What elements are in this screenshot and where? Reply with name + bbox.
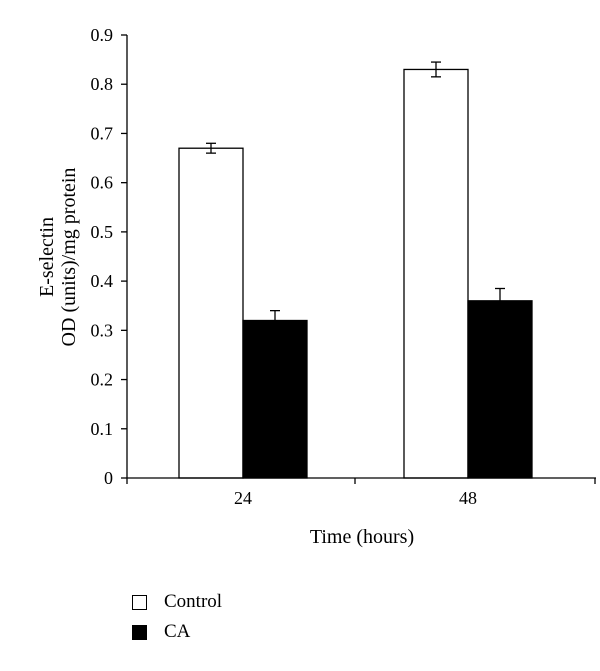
y-axis-label-line-1: E-selectin xyxy=(36,217,58,297)
legend-item-control: Control xyxy=(132,587,222,617)
legend-swatch-control xyxy=(132,594,147,610)
legend-item-ca: CA xyxy=(132,617,222,647)
y-tick-label: 0.8 xyxy=(91,74,114,94)
y-tick-label: 0.5 xyxy=(91,222,114,242)
x-tick-label: 48 xyxy=(459,488,477,508)
bar-control-48 xyxy=(403,68,469,479)
legend-label-control: Control xyxy=(164,591,223,612)
bar-ca-24 xyxy=(242,319,308,479)
y-tick-label: 0.3 xyxy=(91,320,114,340)
bar-control-24 xyxy=(178,147,244,479)
bars xyxy=(178,68,533,479)
y-tick-label: 0.2 xyxy=(91,370,114,390)
y-axis-ticks: 0 0.1 0.2 0.3 0.4 0.5 0.6 0.7 0.8 0.9 xyxy=(91,25,127,488)
x-axis-ticks: 24 48 xyxy=(126,478,596,508)
bar-ca-48 xyxy=(467,300,533,479)
error-bars xyxy=(206,61,505,331)
y-tick-label: 0.6 xyxy=(91,173,114,193)
legend: Control CA xyxy=(132,587,222,647)
y-axis-label-line-2: OD (units)/mg protein xyxy=(58,168,80,347)
y-tick-label: 0.9 xyxy=(91,25,114,45)
y-tick-label: 0.1 xyxy=(91,419,114,439)
legend-swatch-ca xyxy=(132,624,147,640)
y-tick-label: 0.7 xyxy=(91,123,114,143)
x-axis-label: Time (hours) xyxy=(310,526,414,548)
y-tick-label: 0 xyxy=(104,468,113,488)
x-tick-label: 24 xyxy=(234,488,252,508)
y-tick-label: 0.4 xyxy=(91,271,114,291)
legend-label-ca: CA xyxy=(164,621,191,642)
